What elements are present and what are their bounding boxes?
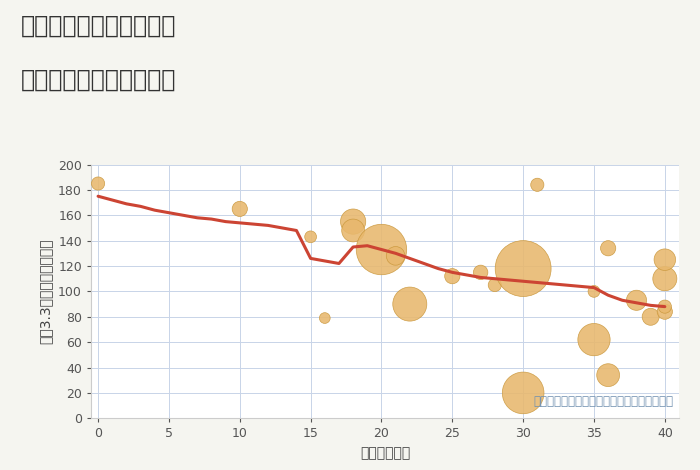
- Point: [489, 281, 500, 289]
- Point: [589, 336, 600, 344]
- Point: [659, 275, 671, 282]
- Point: [603, 244, 614, 252]
- Point: [347, 227, 358, 234]
- Point: [475, 269, 486, 276]
- Point: [234, 205, 246, 212]
- Text: 愛知県名古屋市中区錦の: 愛知県名古屋市中区錦の: [21, 14, 176, 38]
- Point: [347, 218, 358, 225]
- Point: [645, 313, 657, 321]
- Point: [390, 252, 401, 259]
- Text: 築年数別中古戸建て価格: 築年数別中古戸建て価格: [21, 68, 176, 92]
- Point: [319, 314, 330, 322]
- Point: [376, 246, 387, 253]
- Text: 円の大きさは、取引のあった物件面積を示す: 円の大きさは、取引のあった物件面積を示す: [533, 395, 673, 408]
- X-axis label: 築年数（年）: 築年数（年）: [360, 446, 410, 460]
- Point: [404, 300, 415, 308]
- Point: [517, 389, 528, 397]
- Point: [631, 297, 642, 304]
- Point: [589, 288, 600, 295]
- Point: [447, 273, 458, 280]
- Point: [603, 371, 614, 379]
- Point: [659, 256, 671, 263]
- Point: [305, 233, 316, 241]
- Y-axis label: 坪（3.3㎡）単価（万円）: 坪（3.3㎡）単価（万円）: [38, 239, 52, 344]
- Point: [532, 181, 543, 188]
- Point: [517, 265, 528, 272]
- Point: [659, 308, 671, 315]
- Point: [659, 303, 671, 310]
- Point: [92, 180, 104, 187]
